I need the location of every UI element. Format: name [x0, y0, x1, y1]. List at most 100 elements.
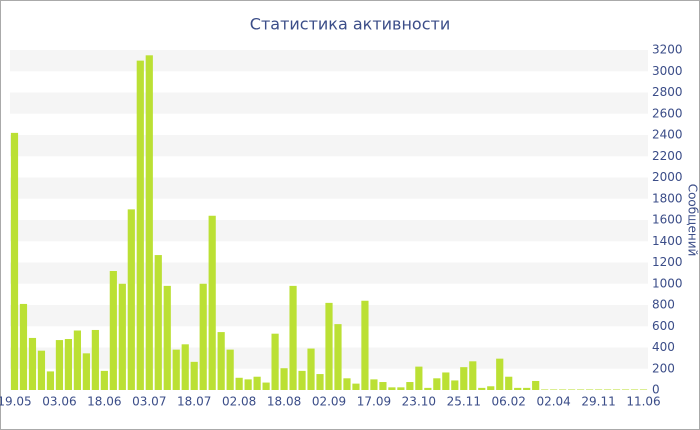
- y-tick-label: 200: [652, 361, 675, 375]
- bar: [208, 215, 216, 390]
- x-tick-label: 02.04: [536, 395, 570, 409]
- y-tick-label: 1400: [652, 234, 683, 248]
- bar: [280, 368, 288, 390]
- bar: [343, 378, 351, 390]
- bar: [289, 285, 297, 390]
- bar: [82, 353, 90, 390]
- bar: [172, 349, 180, 390]
- x-tick-label: 19.05: [0, 395, 32, 409]
- chart-title: Статистика активности: [250, 15, 450, 34]
- bar: [460, 367, 468, 390]
- y-tick-label: 3000: [652, 64, 683, 78]
- bar: [514, 387, 522, 390]
- bar: [541, 389, 549, 390]
- bar: [397, 387, 405, 390]
- grid-band: [10, 50, 648, 72]
- bar: [163, 285, 171, 390]
- bar: [621, 389, 630, 390]
- bar: [568, 389, 576, 390]
- bar: [271, 333, 279, 390]
- bar: [190, 361, 198, 390]
- bar: [577, 389, 585, 390]
- bar: [154, 255, 162, 390]
- bar: [630, 389, 639, 390]
- bar: [478, 387, 486, 390]
- x-tick-label: 25.11: [447, 395, 481, 409]
- bar: [361, 300, 369, 390]
- y-tick-label: 800: [652, 298, 675, 312]
- bar: [253, 376, 261, 390]
- x-tick-label: 23.10: [402, 395, 436, 409]
- bar: [19, 303, 28, 390]
- y-tick-label: 2200: [652, 149, 683, 163]
- bar: [28, 337, 37, 390]
- bar: [244, 379, 252, 390]
- x-tick-label: 29.11: [581, 395, 615, 409]
- bar: [64, 339, 73, 390]
- bar: [559, 389, 567, 390]
- bar: [424, 387, 432, 390]
- y-tick-label: 2000: [652, 170, 683, 184]
- bar: [226, 349, 234, 390]
- bar: [379, 382, 387, 390]
- bar: [37, 350, 46, 390]
- y-tick-label: 2400: [652, 128, 683, 142]
- y-tick-label: 1200: [652, 255, 683, 269]
- bar: [298, 370, 306, 390]
- bar: [550, 389, 558, 390]
- bar: [496, 358, 504, 390]
- bar: [505, 376, 513, 390]
- y-tick-label: 0: [652, 383, 660, 397]
- bar: [91, 329, 99, 390]
- bar: [334, 324, 342, 390]
- bar: [451, 380, 459, 390]
- grid-band: [10, 177, 648, 199]
- x-tick-label: 18.08: [267, 395, 301, 409]
- bar: [523, 387, 531, 390]
- grid-band: [10, 220, 648, 242]
- grid: [10, 50, 648, 369]
- y-axis-title: Сообщений: [686, 184, 700, 257]
- grid-band: [10, 135, 648, 157]
- bar: [603, 389, 612, 390]
- bar: [109, 271, 117, 390]
- y-tick-label: 600: [652, 319, 675, 333]
- bar: [199, 283, 207, 390]
- y-tick-label: 3200: [652, 43, 683, 57]
- bar: [594, 389, 603, 390]
- bar: [145, 55, 153, 390]
- bar: [487, 386, 495, 390]
- bar: [235, 377, 243, 390]
- x-tick-label: 03.07: [132, 395, 166, 409]
- bar: [316, 374, 324, 390]
- y-tick-label: 400: [652, 340, 675, 354]
- y-tick-label: 2600: [652, 106, 683, 120]
- x-tick-label: 18.06: [87, 395, 121, 409]
- bar: [469, 361, 477, 390]
- bar: [307, 348, 315, 390]
- bar: [433, 378, 441, 390]
- bar: [352, 383, 360, 390]
- bar: [262, 382, 270, 390]
- bar: [100, 370, 108, 390]
- bar: [118, 283, 126, 390]
- y-tick-label: 1000: [652, 276, 683, 290]
- bar: [10, 132, 19, 390]
- x-tick-label: 11.06: [626, 395, 660, 409]
- bar: [442, 372, 450, 390]
- bar: [639, 389, 648, 390]
- x-tick-label: 02.08: [222, 395, 256, 409]
- y-tick-label: 1600: [652, 213, 683, 227]
- bar: [585, 389, 594, 390]
- bar: [55, 340, 64, 390]
- bar: [370, 379, 378, 390]
- bar: [325, 302, 333, 390]
- x-tick-label: 02.09: [312, 395, 346, 409]
- x-tick-label: 17.09: [357, 395, 391, 409]
- x-tick-label: 18.07: [177, 395, 211, 409]
- bar: [415, 366, 423, 390]
- grid-band: [10, 92, 648, 114]
- bar: [136, 60, 144, 390]
- y-tick-label: 2800: [652, 85, 683, 99]
